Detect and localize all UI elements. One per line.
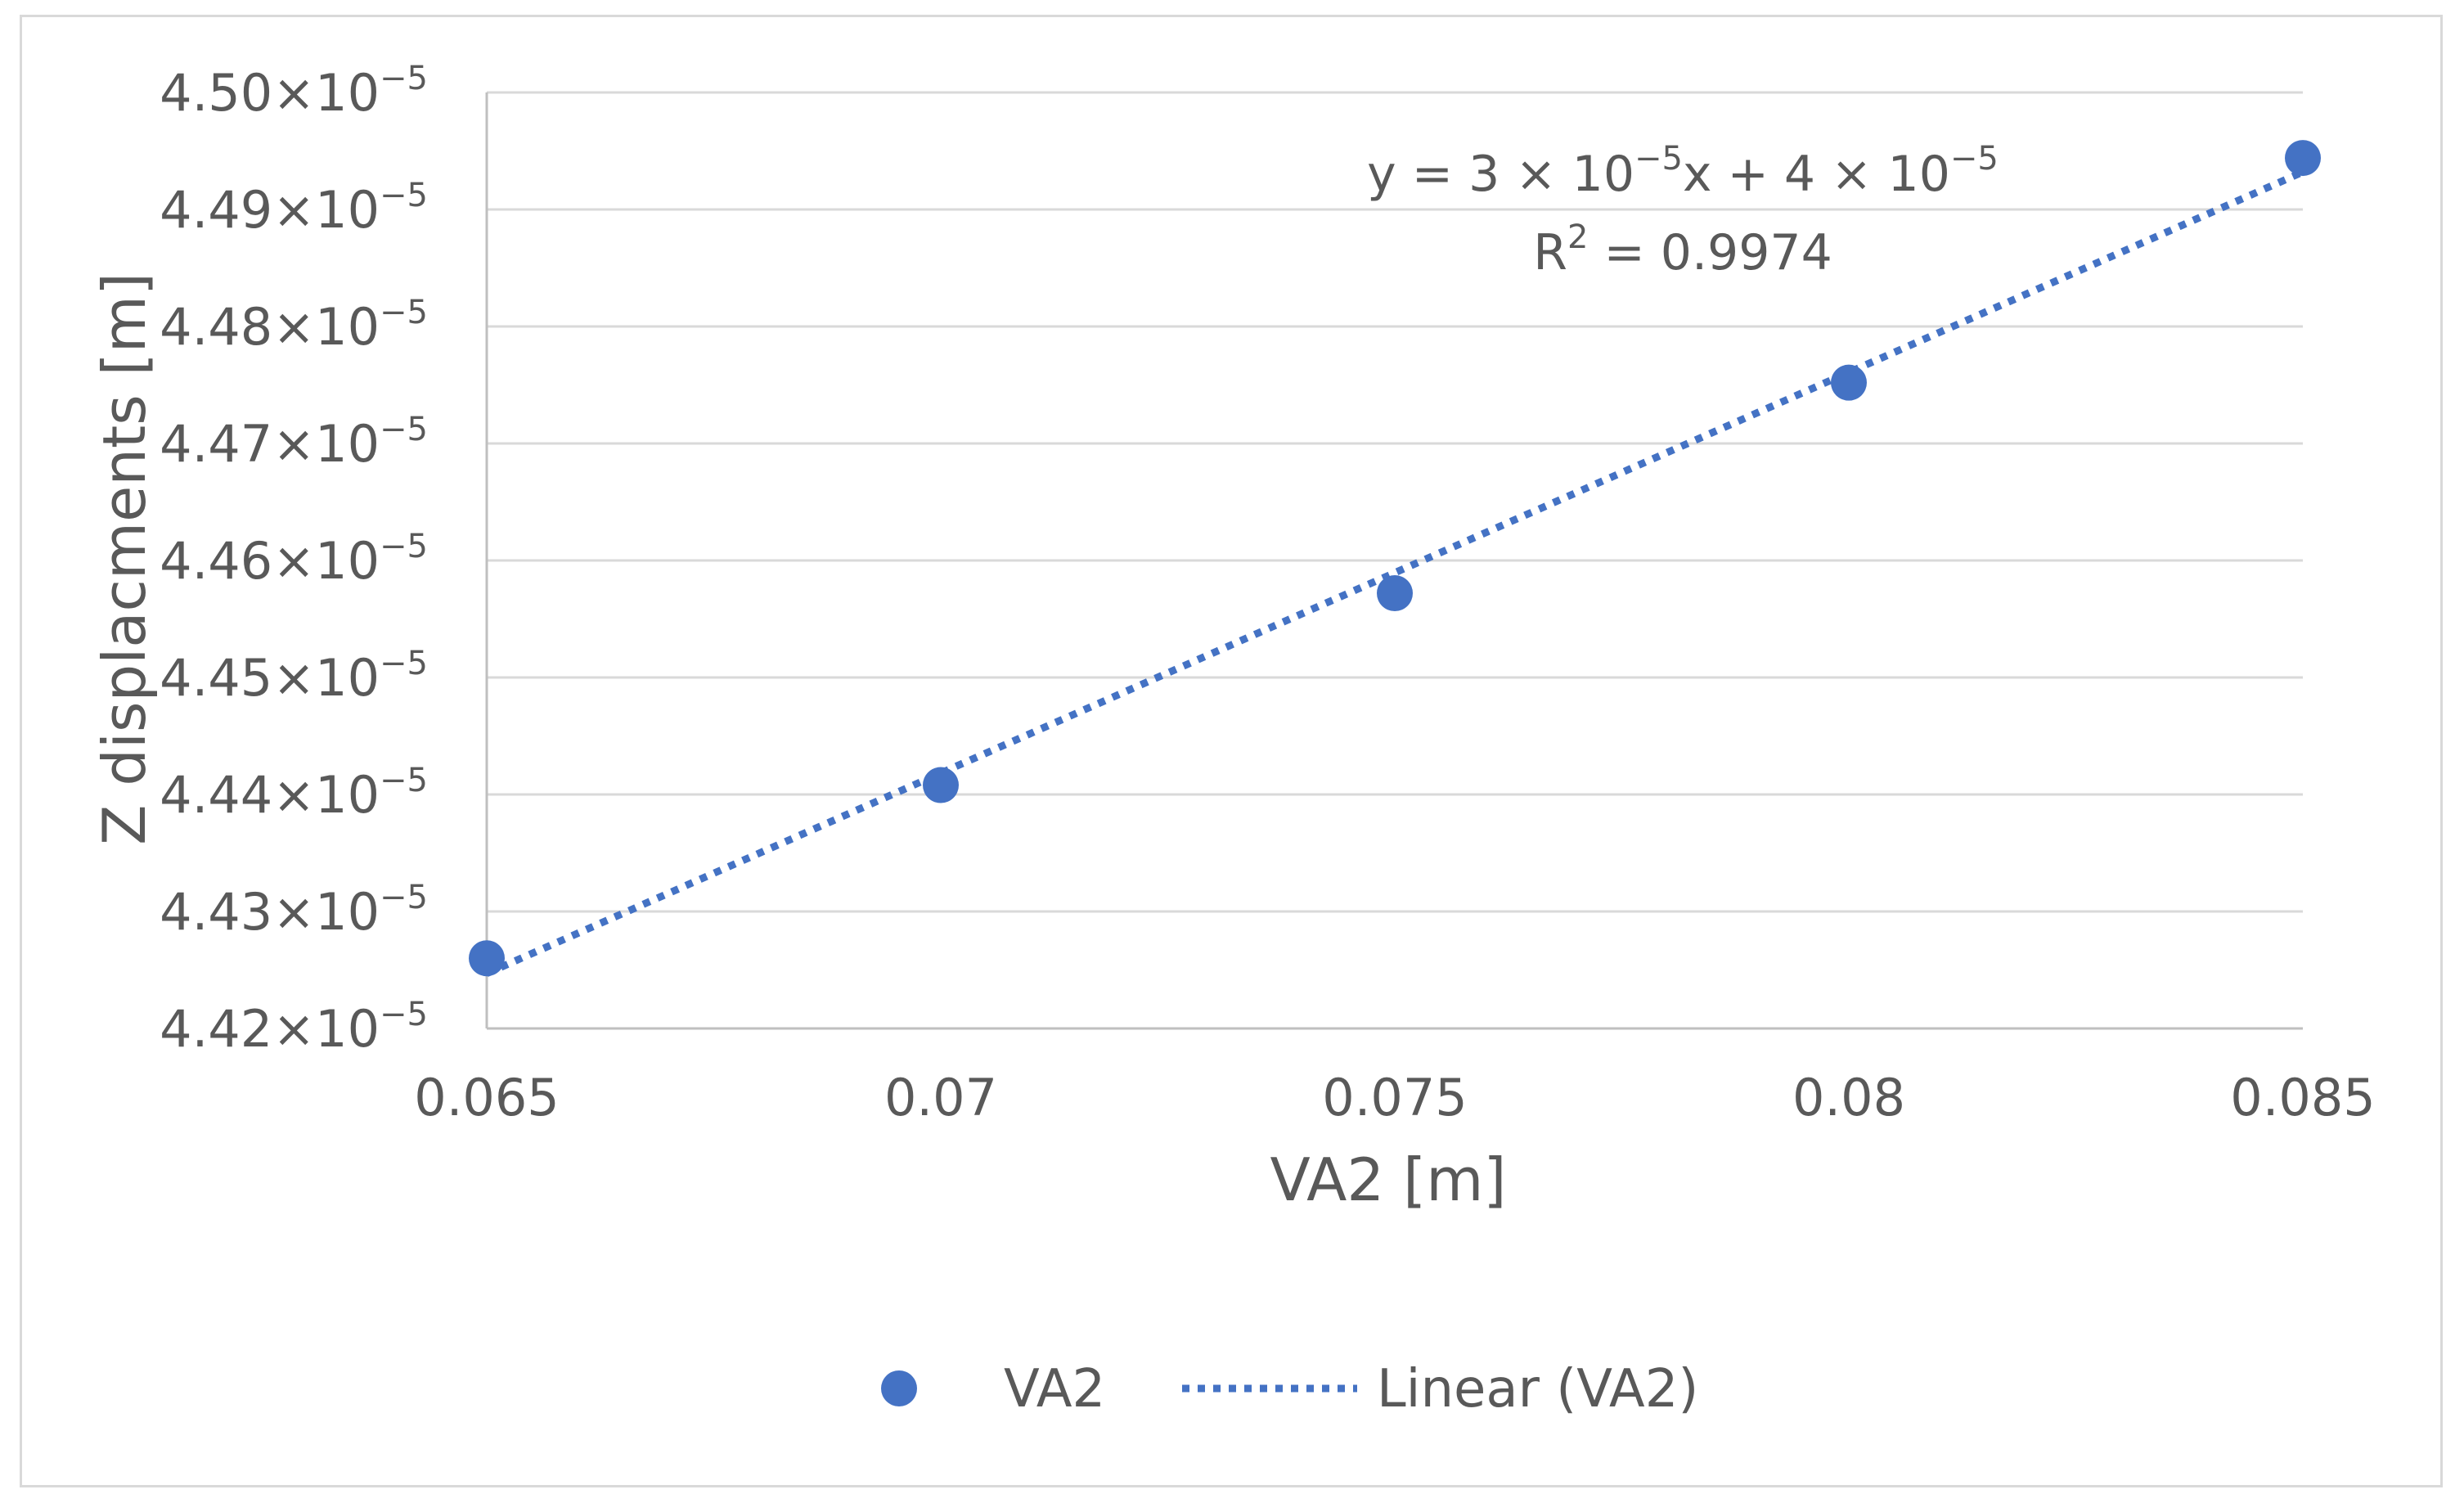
trendline-equation: y = 3 × 10−5x + 4 × 10−5 (1367, 140, 1999, 203)
legend: VA2 Linear (VA2) (881, 1359, 1698, 1420)
data-point (1831, 364, 1867, 401)
chart-svg: 4.42×10−54.43×10−54.44×10−54.45×10−54.46… (90, 60, 2376, 1420)
x-tick-label: 0.065 (414, 1068, 560, 1127)
y-tick-exponent: −5 (380, 177, 428, 214)
chart-frame: 4.42×10−5 4.43×10−5 4.44×10−5 4.45×10−5 4.46… (20, 15, 2443, 1487)
y-tick-label: 4.44×10−5 (160, 762, 428, 825)
y-tick-label: 4.45×10−5 (160, 645, 428, 708)
y-axis-title: Z displacments [m] (90, 272, 159, 845)
y-tick-mantissa: 4.44×10 (160, 765, 380, 825)
r-squared-label: R2 = 0.9974 (1533, 218, 1832, 281)
trendline-layer (485, 169, 2304, 977)
axes (485, 92, 2303, 1030)
y-tick-exponent: −5 (380, 645, 428, 682)
legend-label-va2: VA2 (1004, 1359, 1105, 1420)
y-tick-mantissa: 4.46×10 (160, 531, 380, 591)
y-tick-exponent: −5 (380, 528, 428, 565)
y-tick-mantissa: 4.45×10 (160, 648, 380, 708)
x-axis-title: VA2 [m] (1270, 1145, 1507, 1214)
data-point (923, 767, 959, 803)
y-tick-mantissa: 4.47×10 (160, 414, 380, 474)
y-tick-exponent: −5 (380, 996, 428, 1033)
trendline-linear (485, 169, 2304, 977)
y-tick-mantissa: 4.50×10 (160, 63, 380, 123)
y-tick-label: 4.47×10−5 (160, 411, 428, 474)
y-tick-label: 4.48×10−5 (160, 294, 428, 357)
x-tick-label: 0.085 (2230, 1068, 2376, 1127)
y-tick-exponent: −5 (380, 411, 428, 448)
y-tick-exponent: −5 (380, 762, 428, 799)
y-tick-exponent: −5 (380, 294, 428, 331)
y-tick-mantissa: 4.42×10 (160, 999, 380, 1059)
y-tick-exponent: −5 (380, 60, 428, 97)
y-tick-label: 4.42×10−5 (160, 996, 428, 1059)
y-tick-labels: 4.42×10−54.43×10−54.44×10−54.45×10−54.46… (160, 60, 428, 1059)
x-tick-labels: 0.065 0.07 0.075 0.08 0.085 (414, 1068, 2376, 1127)
y-tick-label: 4.43×10−5 (160, 879, 428, 942)
equation-exponent1: −5 (1634, 140, 1683, 178)
y-tick-exponent: −5 (380, 879, 428, 916)
y-tick-label: 4.50×10−5 (160, 60, 428, 123)
gridlines (487, 91, 2303, 913)
equation-part2: x + 4 × 10 (1683, 146, 1950, 203)
legend-marker-va2 (881, 1370, 917, 1406)
y-tick-label: 4.46×10−5 (160, 528, 428, 591)
x-tick-label: 0.07 (884, 1068, 997, 1127)
data-point (2285, 140, 2321, 177)
data-point (469, 940, 505, 977)
y-tick-label: 4.49×10−5 (160, 177, 428, 240)
y-tick-mantissa: 4.43×10 (160, 882, 380, 942)
data-points (469, 140, 2321, 977)
y-tick-mantissa: 4.48×10 (160, 297, 380, 357)
legend-label-linear-va2: Linear (VA2) (1377, 1359, 1698, 1420)
equation-exponent2: −5 (1950, 140, 1999, 178)
data-point (1377, 575, 1413, 612)
r2-superscript: 2 (1567, 218, 1588, 256)
r2-value: = 0.9974 (1588, 224, 1832, 281)
x-tick-label: 0.08 (1792, 1068, 1905, 1127)
equation-part1: y = 3 × 10 (1367, 146, 1634, 203)
x-tick-label: 0.075 (1322, 1068, 1468, 1127)
y-tick-mantissa: 4.49×10 (160, 180, 380, 240)
r2-letter: R (1533, 224, 1567, 281)
